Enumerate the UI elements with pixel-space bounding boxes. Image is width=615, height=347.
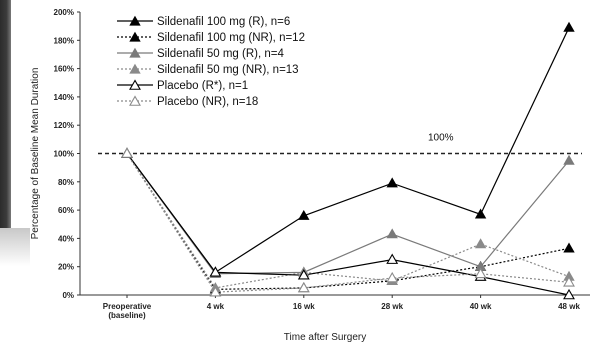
data-point-marker [563,154,575,165]
data-point-marker [474,238,487,249]
reference-line-label: 100% [428,133,454,144]
legend: Sildenafil 100 mg (R), n=6 Sildenafil 100… [117,15,305,108]
data-point-marker [386,177,398,188]
y-tick-label: 60% [58,206,74,215]
x-tick-label: 28 wk [381,302,403,311]
data-point-marker [386,271,399,283]
data-point-marker [386,228,398,239]
legend-label: Placebo (R*), n=1 [157,80,248,92]
legend-label: Placebo (NR), n=18 [157,96,258,108]
left-edge-strip [0,0,11,228]
legend-marker [129,95,141,106]
markers-group [121,21,575,300]
data-point-marker [297,281,310,293]
y-axis-title: Percentage of Baseline Mean Duration [30,68,41,240]
legend-marker [129,31,141,42]
y-tick-label: 40% [58,234,74,243]
axes-group: 0% 20% 40% 60% 80% 100% 120% 140% 160% 180% 200% Pr… [54,8,590,320]
y-tick-label: 180% [54,36,74,45]
y-tick-label: 20% [58,263,74,272]
x-tick-label: Preoperative (baseline) [103,302,152,320]
x-tick-label: 16 wk [293,302,315,311]
y-tick-label: 80% [58,178,74,187]
data-point-marker [386,253,399,264]
data-point-marker [209,266,222,277]
x-tick-label: 40 wk [470,302,492,311]
legend-label: Sildenafil 100 mg (NR), n=12 [157,32,305,44]
data-point-marker [474,208,487,219]
series-lines-group [126,27,570,296]
x-axis-title: Time after Surgery [284,332,366,343]
series-line-4 [126,153,570,296]
data-point-marker [563,21,575,32]
x-tick-label: 48 wk [558,302,580,311]
series-line-2 [126,153,570,275]
legend-label: Sildenafil 100 mg (R), n=6 [157,16,290,28]
data-point-marker [563,288,575,300]
y-tick-label: 100% [54,150,74,159]
legend-marker [129,63,141,74]
legend-marker [129,47,141,58]
legend-marker [129,15,141,26]
data-point-marker [297,269,310,280]
x-tick-label: 4 wk [207,302,225,311]
left-edge-fade [0,228,30,266]
data-point-marker [209,286,222,297]
data-point-marker [298,209,310,220]
series-line-5 [126,153,570,293]
data-point-marker [474,267,487,279]
series-line-1 [126,153,570,290]
y-tick-label: 200% [54,8,74,17]
legend-label: Sildenafil 50 mg (R), n=4 [157,48,284,60]
y-tick-label: 140% [54,93,74,102]
data-point-marker [563,276,575,287]
y-tick-label: 0% [62,291,74,300]
y-tick-label: 120% [54,121,74,130]
legend-marker [129,79,141,90]
legend-label: Sildenafil 50 mg (NR), n=13 [157,64,299,76]
data-point-marker [563,242,575,253]
y-tick-label: 160% [54,65,74,74]
data-point-marker [121,147,133,158]
